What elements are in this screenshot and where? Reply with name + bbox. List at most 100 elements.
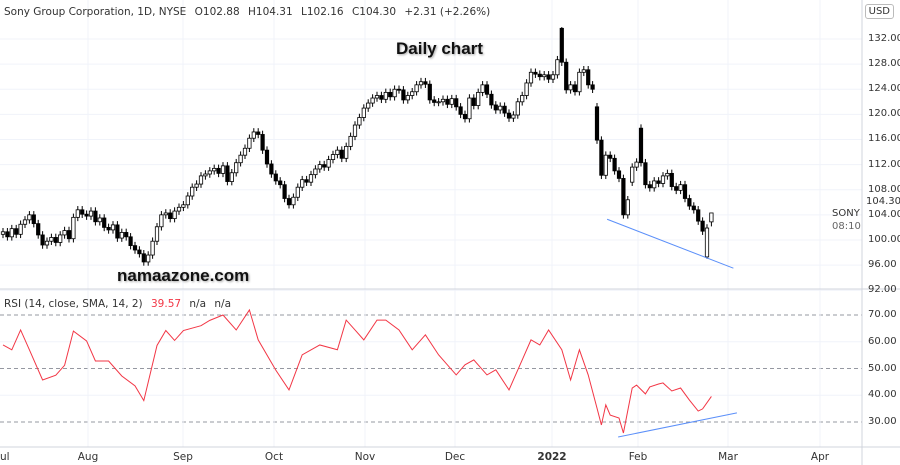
symbol-price-label: SONY — [832, 208, 860, 219]
candle-body — [44, 240, 50, 246]
candle — [696, 206, 701, 225]
candle — [709, 212, 714, 227]
candle-body — [229, 172, 234, 182]
candle — [493, 101, 498, 114]
time-tick-label: 2022 — [537, 451, 567, 463]
candle — [704, 224, 710, 259]
candle — [458, 103, 463, 119]
rsi-pane — [2, 308, 738, 438]
candle — [185, 192, 190, 209]
ohlc-close: C104.30 — [351, 6, 397, 18]
candle-body — [599, 139, 604, 176]
candle-body — [344, 145, 349, 159]
candles — [0, 27, 734, 269]
candle — [550, 71, 556, 83]
rsi-tick-label: 40.00 — [868, 389, 897, 401]
candle — [335, 146, 340, 159]
symbol-legend: Sony Group Corporation, 1D, NYSE O102.88… — [4, 6, 495, 18]
candle — [291, 193, 296, 209]
candle — [216, 164, 221, 178]
candle-body — [181, 204, 186, 208]
candle-body — [581, 69, 586, 73]
candle-body — [357, 117, 362, 126]
rsi-extra-value: n/a — [214, 298, 232, 310]
candle-body — [396, 88, 402, 91]
candle — [286, 194, 292, 209]
candle — [212, 164, 217, 175]
candle — [168, 209, 173, 223]
candle — [93, 207, 98, 226]
candle — [176, 203, 182, 215]
candle — [590, 81, 595, 94]
candle — [97, 214, 102, 226]
candle-body — [432, 99, 437, 103]
candle — [515, 98, 520, 119]
time-tick-label: Mar — [718, 451, 738, 463]
candle-body — [256, 131, 261, 135]
candle-body — [9, 228, 14, 238]
candle — [124, 228, 129, 241]
candle-body — [379, 95, 384, 100]
candle — [546, 71, 551, 83]
ohlc-low: L102.16 — [301, 6, 344, 18]
candle — [198, 172, 204, 188]
candle — [687, 194, 692, 210]
candle — [84, 210, 89, 220]
candle-body — [493, 104, 498, 111]
candle — [542, 71, 547, 81]
candle-body — [110, 224, 116, 231]
candle — [58, 231, 63, 247]
candle — [352, 121, 358, 141]
candle — [638, 124, 644, 167]
candle-body — [498, 105, 503, 111]
candle-body — [480, 84, 485, 93]
candle-body — [691, 205, 696, 211]
candle — [238, 151, 243, 167]
time-tick-label: Apr — [810, 451, 830, 463]
candle-body — [22, 219, 28, 225]
candle-body — [0, 231, 6, 235]
candle-body — [313, 168, 318, 176]
candle — [348, 132, 353, 151]
candle-body — [300, 179, 305, 188]
candle-body — [533, 71, 538, 75]
candle-body — [242, 147, 248, 156]
price-tick-label: 120.00 — [868, 108, 900, 120]
candle — [392, 85, 397, 101]
candle — [410, 87, 415, 100]
rsi-label: RSI (14, close, SMA, 14, 2) — [4, 298, 143, 310]
candle-body — [119, 232, 124, 239]
candle-body — [634, 161, 639, 168]
candle — [599, 136, 604, 180]
rsi-tick-label: 30.00 — [868, 416, 897, 427]
candle — [665, 169, 670, 180]
candle-body — [440, 98, 446, 103]
candle-body — [603, 154, 608, 176]
candle — [603, 151, 608, 180]
candle — [128, 233, 133, 250]
candle — [40, 231, 45, 249]
time-tick-label: ul — [0, 451, 10, 463]
candle — [682, 180, 688, 203]
currency-button[interactable]: USD — [864, 4, 894, 19]
candle-body — [326, 159, 331, 168]
candle-body — [168, 212, 173, 220]
candle-body — [185, 195, 190, 206]
candle-body — [251, 131, 256, 139]
candle-body — [528, 71, 534, 84]
candle-body — [427, 83, 432, 101]
candle-body — [414, 84, 419, 93]
time-tick-label: Dec — [444, 451, 466, 463]
candle — [533, 68, 538, 78]
candle — [467, 94, 472, 123]
time-tick-label: Oct — [264, 451, 284, 463]
candle-body — [682, 184, 688, 199]
candle — [27, 211, 32, 224]
candle — [132, 241, 138, 254]
candle-body — [84, 213, 89, 217]
candle — [669, 169, 674, 191]
candle-body — [348, 135, 353, 147]
candle — [49, 233, 54, 245]
candle-body — [370, 97, 375, 104]
